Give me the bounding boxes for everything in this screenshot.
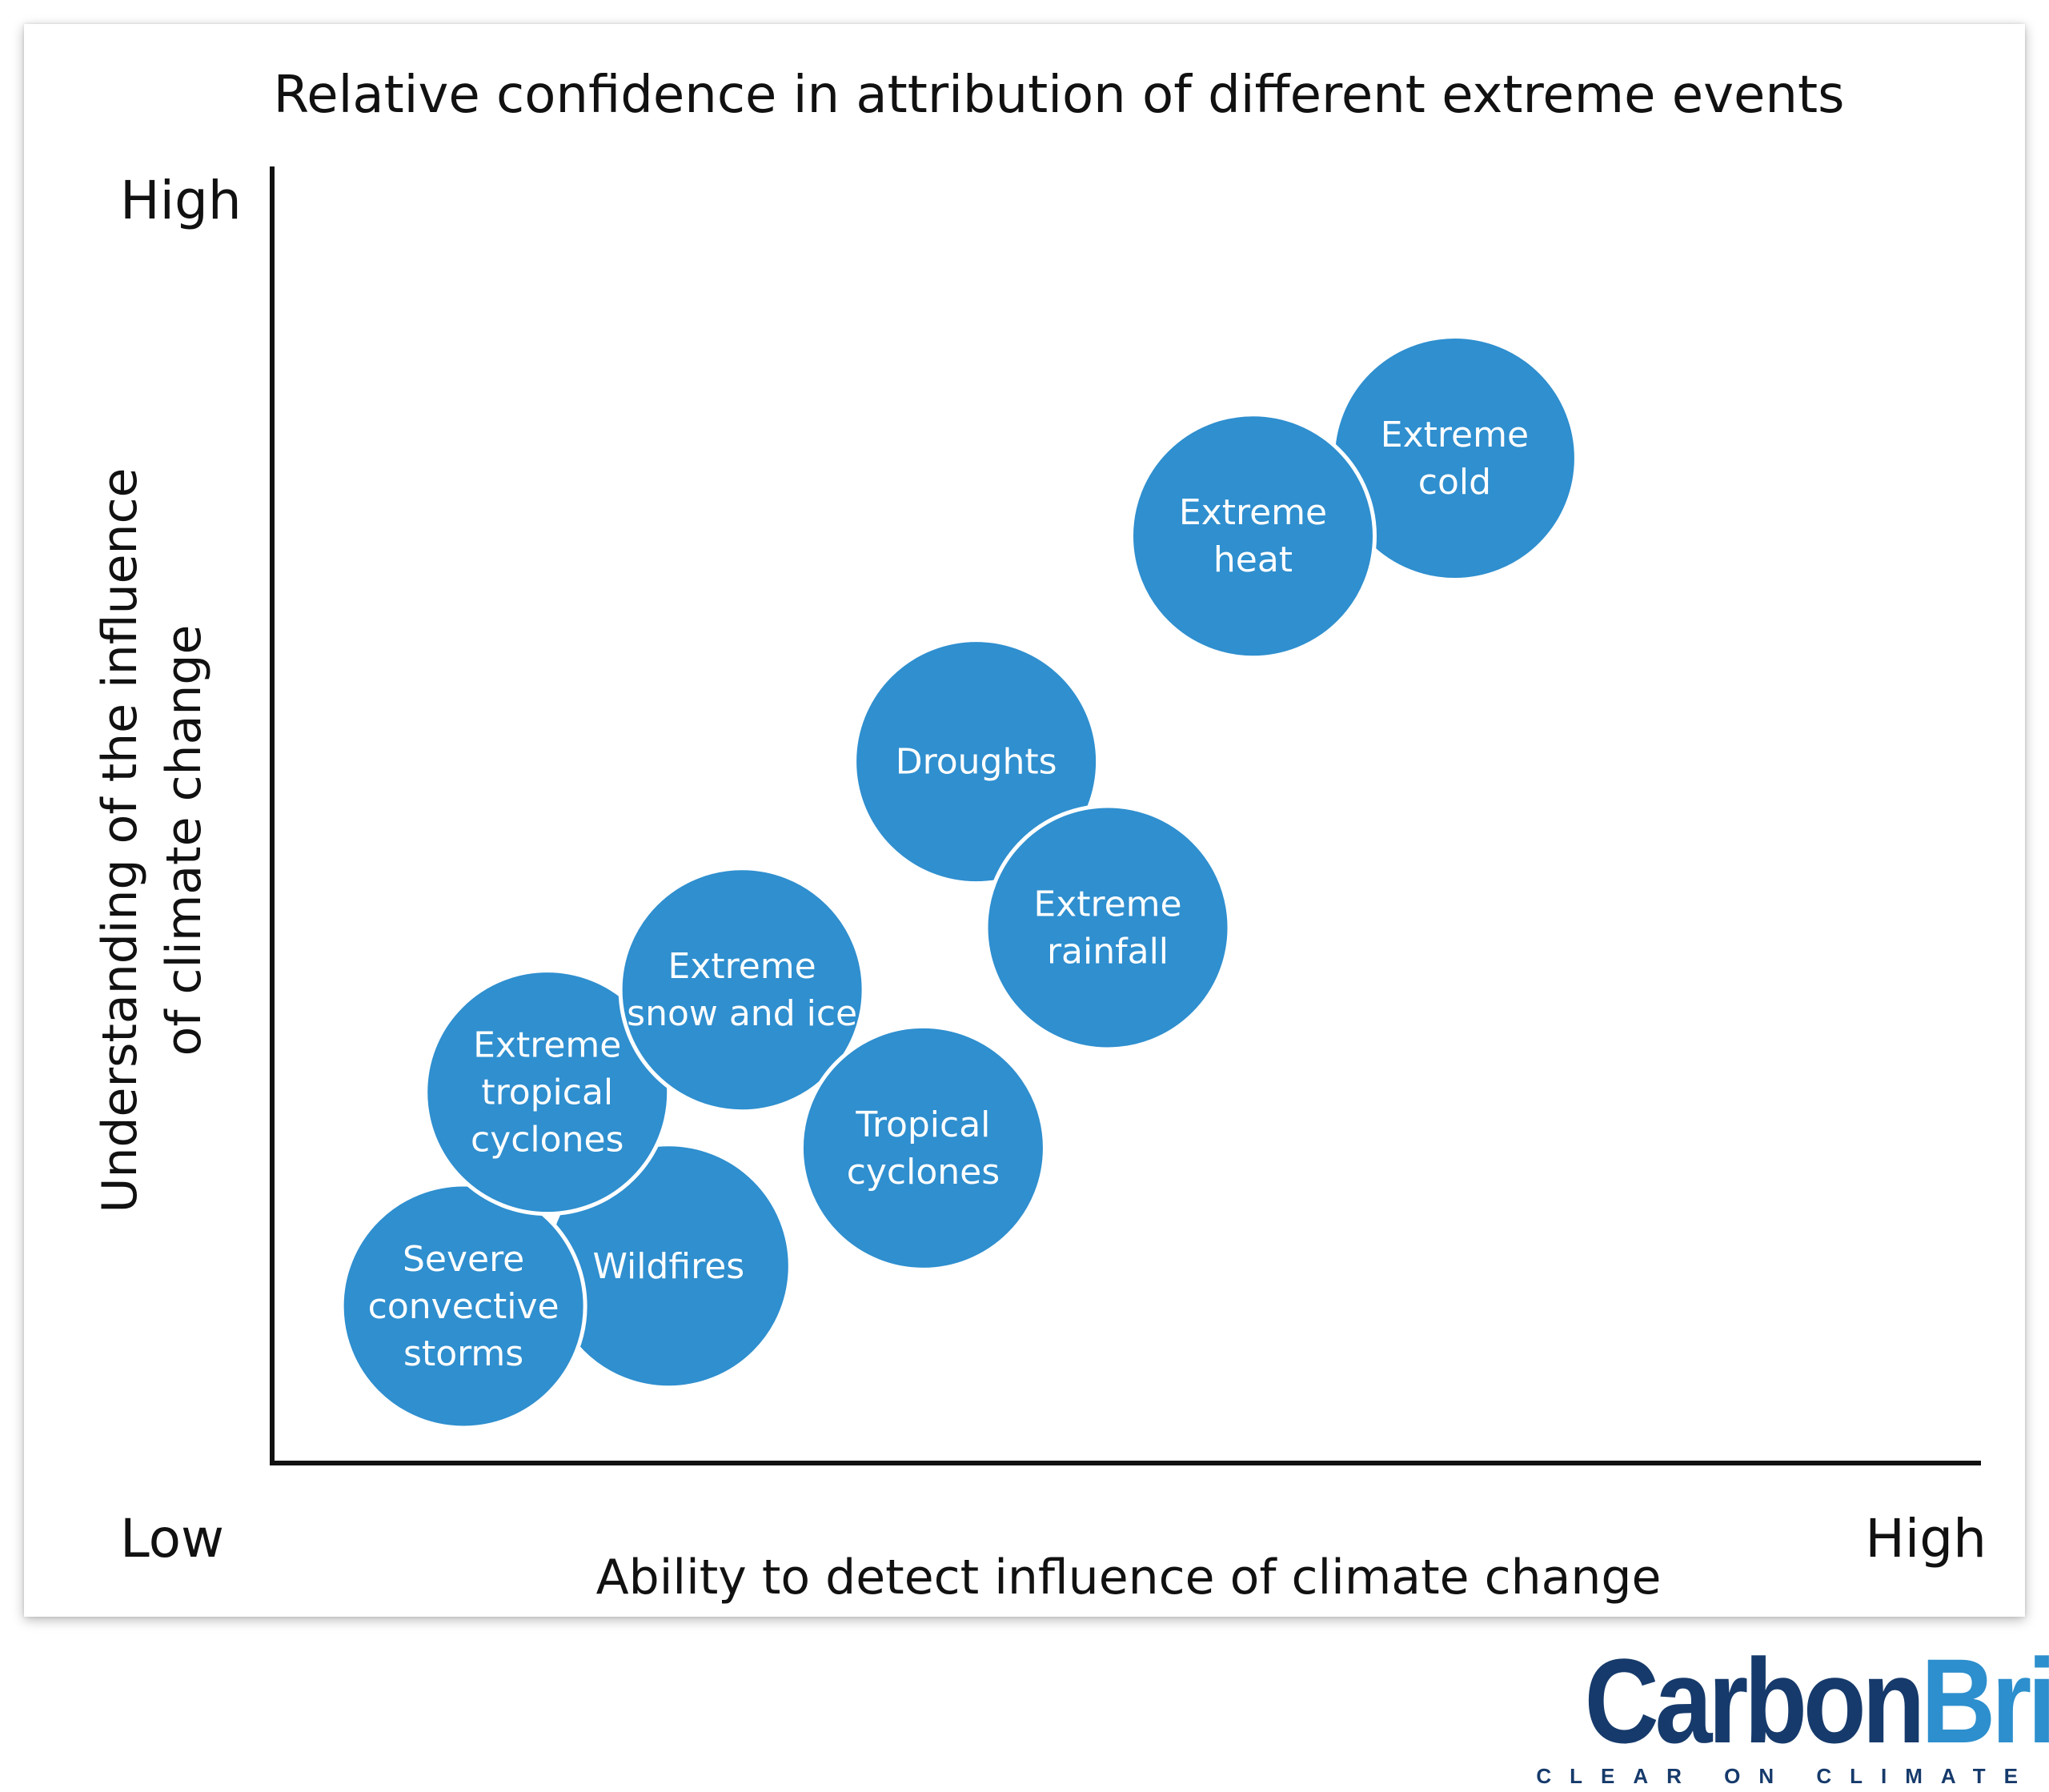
- bubble-circle: [799, 1024, 1047, 1272]
- bubble-label: tropical: [481, 1072, 613, 1113]
- x-low-label: Low: [120, 1508, 224, 1570]
- x-axis-title: Ability to detect influence of climate c…: [596, 1549, 1662, 1606]
- logo-carbon-text: Carbon: [1584, 1634, 1926, 1768]
- bubble-label: Extreme: [1033, 884, 1181, 924]
- bubble-label: Extreme: [668, 946, 816, 987]
- bubble-label: heat: [1213, 539, 1293, 580]
- y-high-label: High: [120, 170, 242, 231]
- bubble-label: cyclones: [471, 1120, 624, 1161]
- bubble-label: Extreme: [473, 1025, 621, 1066]
- bubble-circle: [618, 866, 866, 1114]
- bubble-label: snow and ice: [627, 993, 857, 1034]
- bubble-extreme-snow-and-ice: Extreme snow and ice: [618, 866, 866, 1114]
- bubble-circle: [852, 638, 1101, 886]
- bubble-extreme-heat: Extreme heat: [1129, 412, 1377, 660]
- bubble-circle: [1129, 412, 1377, 660]
- bubbles-layer: Wildfires Severe convective storms Extreme tr…: [339, 335, 1578, 1430]
- bubble-label: storms: [403, 1333, 523, 1374]
- logo-wordmark: CarbonBrief: [1585, 1641, 2049, 1761]
- chart-card: Relative confidence in attribution of di…: [24, 24, 2025, 1617]
- logo-tagline: CLEAR ON CLIMATE: [1536, 1764, 2036, 1788]
- bubble-tropical-cyclones: Tropical cyclones: [799, 1024, 1047, 1272]
- y-axis-title-line-2: of climate change: [156, 625, 212, 1056]
- chart: Relative confidence in attribution of di…: [92, 66, 1987, 1606]
- y-axis-title: Understanding of the influence of climat…: [92, 468, 212, 1213]
- bubble-circle: [423, 968, 672, 1217]
- bubble-extreme-tropical-cyclones: Extreme tropical cyclones: [423, 968, 672, 1217]
- bubble-label: Extreme: [1381, 415, 1529, 455]
- bubble-label: convective: [368, 1286, 559, 1327]
- bubble-label: cold: [1418, 462, 1491, 503]
- bubble-label: Droughts: [896, 742, 1057, 783]
- bubble-label: cyclones: [847, 1152, 1000, 1193]
- bubble-label: rainfall: [1047, 931, 1169, 972]
- bubble-severe-convective-storms: Severe convective storms: [339, 1182, 587, 1430]
- bubble-extreme-rainfall: Extreme rainfall: [984, 804, 1232, 1052]
- x-high-label: High: [1865, 1508, 1987, 1570]
- bubble-circle: [339, 1182, 587, 1430]
- bubble-droughts: Droughts: [852, 638, 1101, 886]
- carbonbrief-logo: CarbonBrief CLEAR ON CLIMATE: [1513, 1641, 2049, 1789]
- bubble-label: Tropical: [855, 1104, 990, 1145]
- chart-title: Relative confidence in attribution of di…: [274, 66, 1845, 125]
- bubble-label: Severe: [403, 1239, 524, 1280]
- bubble-label: Wildfires: [592, 1246, 744, 1287]
- y-axis-title-line-1: Understanding of the influence: [92, 468, 148, 1213]
- logo-brief-text: Brief: [1921, 1634, 2049, 1768]
- bubble-wildfires: Wildfires: [544, 1142, 792, 1390]
- bubble-circle: [984, 804, 1232, 1052]
- bubble-label: Extreme: [1179, 492, 1327, 533]
